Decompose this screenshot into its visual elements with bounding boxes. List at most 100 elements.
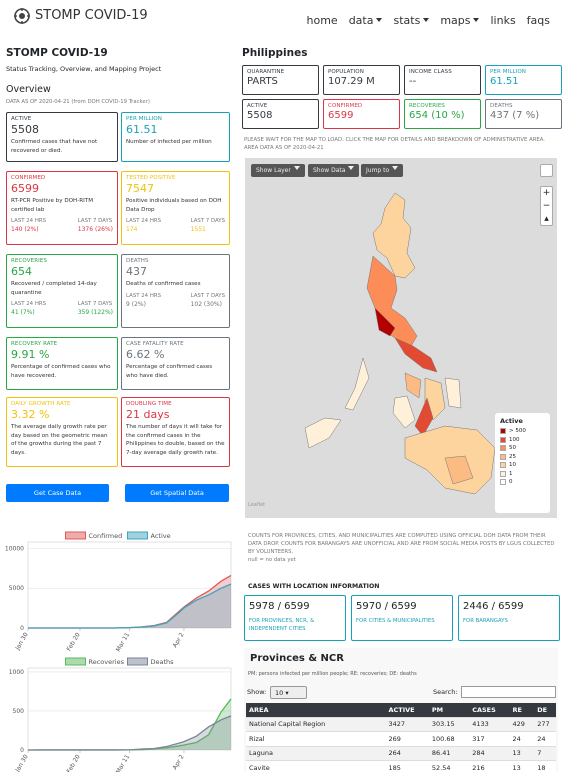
title: STOMP COVID-19 [6,47,108,59]
legend-swatch [500,462,506,468]
header-cell: DE [534,703,556,717]
legend-swatch [66,658,86,665]
card-desc: Positive individuals based on DOH Data D… [126,197,225,214]
legend-title: Active [500,417,545,425]
y-tick-label: 1000 [9,669,24,676]
heading: Overview [6,84,51,95]
card-label: INCOME CLASS [409,69,476,75]
card-label: QUARANTINE [247,69,314,75]
card-desc: Number of infected per million [126,138,225,147]
card-value: 5978 / 6599 [249,601,341,612]
region-title: Philippines [242,47,307,59]
subtitle: Status Tracking, Overview, and Mapping P… [6,65,161,73]
card-label: ACTIVE [247,103,314,109]
card-value: 107.29 M [328,76,395,87]
table-cell: 429 [509,717,534,732]
legend-label: 0 [509,479,513,485]
map-button[interactable]: Show Layer [251,164,305,177]
table-legend: PM: persons infected per million people;… [248,671,417,677]
card-label: TESTED POSITIVE [126,175,225,181]
search-label: Search: [433,688,458,696]
logo [14,8,30,24]
map-button[interactable]: Show Data [308,164,359,177]
legend-item: 100 [500,437,545,443]
zoom-control[interactable]: +−▴ [540,186,553,226]
locate-button[interactable] [540,164,553,177]
stat-card: INCOME CLASS-- [404,65,481,95]
note-text: PLEASE WAIT FOR THE MAP TO LOAD. CLICK T… [244,136,559,144]
navbar: STOMP COVID-19 home data stats maps links faq… [0,0,575,32]
card-value: 21 days [126,408,225,421]
nav-link[interactable]: data [349,14,383,27]
card-label: DEATHS [126,258,225,264]
legend-label: Confirmed [89,532,123,540]
card-value: 5508 [11,123,113,136]
card-label: DEATHS [490,103,557,109]
card-value: 3.32 % [11,408,113,421]
search-input[interactable] [461,686,556,698]
card-label: RECOVERIES [409,103,476,109]
nav-link[interactable]: links [490,14,515,27]
card-value: 654 (10 %) [409,110,476,121]
brand[interactable]: STOMP COVID-19 [35,8,148,23]
table-cell: 216 [469,761,509,775]
table-cell: 4133 [469,717,509,732]
table-cell: 24 [509,732,534,747]
legend-item: 0 [500,479,545,485]
nav-link[interactable]: faqs [527,14,550,27]
map[interactable]: Show Layer Show Data Jump to +−▴ Active … [245,158,557,518]
legend-label: > 500 [509,428,526,434]
table-cell: 24 [534,732,556,747]
y-tick-label: 500 [13,708,25,715]
legend-swatch [500,479,506,485]
card-value: 2446 / 6599 [463,601,555,612]
header-cell: CASES [469,703,509,717]
nav-link[interactable]: home [307,14,338,27]
map-button[interactable]: Jump to [361,164,403,177]
card-label: PER MILLION [126,116,225,122]
card-value: 61.51 [490,76,557,87]
card-desc: Percentage of confirmed cases who have r… [11,363,113,380]
x-tick-label: Feb 20 [66,753,82,772]
card-value: 437 (7 %) [490,110,557,121]
y-tick-label: 0 [20,625,24,632]
notes-text: COUNTS FOR PROVINCES, CITIES, AND MUNICI… [248,532,558,556]
card-desc: Confirmed cases that have not recovered … [11,138,113,155]
card-label: PER MILLION [490,69,557,75]
card-desc: Percentage of confirmed cases who have d… [126,363,225,380]
legend-swatch [500,471,506,477]
table-cell: 284 [469,746,509,761]
notes: COUNTS FOR PROVINCES, CITIES, AND MUNICI… [248,532,558,564]
card-label: DAILY GROWTH RATE [11,401,113,407]
show-label: Show: [247,688,266,696]
legend-swatch [66,532,86,539]
card-label: DOUBLING TIME [126,401,225,407]
nav-link[interactable]: maps [440,14,479,27]
sub-value: 174 [126,226,161,233]
legend-swatch [500,437,506,443]
legend-item: 10 [500,462,545,468]
table-cell: 303.15 [429,717,469,732]
page-size-select[interactable]: 10 ▾ [270,686,307,699]
legend-item: 25 [500,454,545,460]
button[interactable]: Get Spatial Data [125,484,229,502]
sub-value: 9 (2%) [126,301,161,308]
x-tick-label: Jan 30 [14,753,30,772]
button[interactable]: Get Case Data [6,484,109,502]
card-value: 6599 [328,110,395,121]
nav-link[interactable]: stats [393,14,429,27]
legend-label: 10 [509,462,516,468]
